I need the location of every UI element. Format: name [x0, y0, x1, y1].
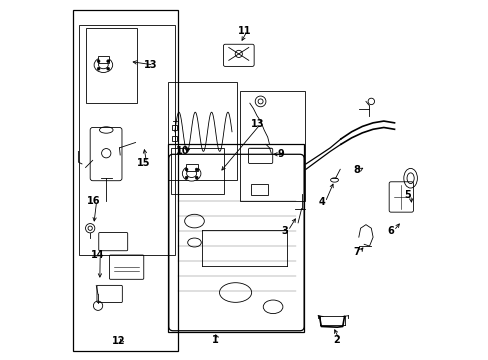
Bar — [73, 10, 178, 351]
Text: 10: 10 — [176, 147, 189, 157]
Bar — [171, 148, 224, 194]
Bar — [172, 136, 177, 141]
Bar — [172, 125, 177, 130]
Ellipse shape — [184, 214, 204, 228]
Text: 1: 1 — [211, 335, 218, 345]
Bar — [98, 57, 109, 63]
Ellipse shape — [182, 166, 201, 181]
Text: 13: 13 — [144, 60, 157, 70]
Bar — [250, 184, 267, 195]
Ellipse shape — [186, 170, 196, 177]
Circle shape — [195, 168, 198, 171]
Circle shape — [195, 176, 198, 179]
Bar — [185, 164, 197, 171]
Ellipse shape — [99, 61, 108, 69]
Text: 5: 5 — [404, 190, 410, 200]
Bar — [85, 28, 137, 103]
Text: 11: 11 — [237, 26, 251, 36]
Bar — [240, 91, 305, 202]
Ellipse shape — [94, 58, 112, 72]
Circle shape — [185, 176, 187, 179]
Ellipse shape — [187, 238, 201, 247]
Circle shape — [97, 60, 100, 63]
Text: 4: 4 — [318, 197, 325, 207]
Circle shape — [185, 168, 187, 171]
Circle shape — [97, 67, 100, 70]
Text: 16: 16 — [87, 197, 101, 206]
Text: 14: 14 — [90, 250, 104, 260]
Bar — [167, 144, 304, 332]
Text: 2: 2 — [333, 335, 339, 345]
Text: 3: 3 — [281, 226, 288, 236]
Text: 8: 8 — [352, 165, 359, 175]
Text: 12: 12 — [112, 337, 125, 346]
Circle shape — [106, 67, 109, 70]
Text: 13: 13 — [251, 118, 264, 129]
Text: 9: 9 — [277, 149, 284, 159]
Circle shape — [235, 50, 242, 58]
Text: 7: 7 — [352, 247, 359, 257]
Bar — [80, 24, 175, 255]
Text: 6: 6 — [387, 226, 393, 236]
Bar — [167, 82, 237, 180]
Text: 15: 15 — [137, 158, 150, 168]
Circle shape — [106, 60, 109, 63]
